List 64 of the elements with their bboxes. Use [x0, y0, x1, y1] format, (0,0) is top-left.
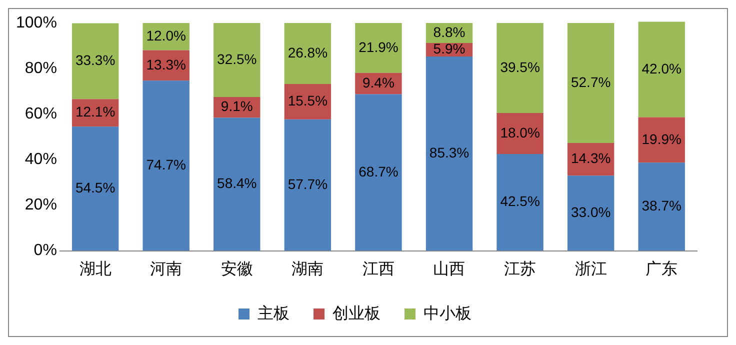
data-label: 33.3% [75, 52, 116, 68]
bar [638, 22, 685, 118]
data-label: 58.4% [217, 175, 257, 192]
bar [214, 22, 260, 98]
data-label: 39.5% [500, 58, 540, 75]
data-label: 42.0% [642, 60, 682, 76]
x-tick-label: 湖北 [79, 260, 112, 278]
data-label: 85.3% [429, 144, 470, 160]
bar [72, 126, 119, 251]
bar [496, 154, 544, 251]
y-tick-label: 40% [24, 151, 57, 168]
bar [355, 94, 402, 251]
legend-label: 中小板 [424, 304, 472, 322]
legend-label: 创业板 [332, 304, 380, 322]
data-label: 5.9% [433, 40, 466, 57]
legend-label: 主板 [258, 304, 290, 322]
bar [426, 56, 473, 251]
data-label: 12.1% [75, 104, 116, 120]
x-tick-label: 山西 [433, 260, 466, 278]
bar [72, 23, 119, 100]
x-tick-label: 浙江 [574, 260, 607, 278]
data-label: 74.7% [146, 156, 186, 173]
y-tick-label: 0% [34, 242, 57, 260]
data-label: 52.7% [570, 74, 611, 90]
data-label: 26.8% [288, 44, 328, 60]
data-label: 68.7% [358, 163, 398, 180]
data-label: 18.0% [500, 124, 540, 140]
bar [284, 84, 332, 120]
data-label: 9.4% [362, 74, 394, 90]
data-label: 42.5% [500, 193, 540, 210]
bar [567, 22, 614, 144]
data-label: 8.8% [433, 24, 466, 40]
bar [567, 176, 614, 251]
data-label: 21.9% [358, 38, 398, 55]
y-tick-label: 20% [24, 196, 57, 214]
data-label: 38.7% [642, 198, 682, 214]
y-tick-label: 100% [16, 14, 57, 32]
bar [496, 112, 544, 154]
x-tick-label: 江西 [362, 260, 394, 278]
bar [284, 119, 332, 251]
x-tick-label: 江苏 [504, 260, 536, 278]
data-label: 13.3% [146, 56, 186, 72]
data-label: 57.7% [288, 176, 328, 192]
data-label: 54.5% [75, 180, 116, 196]
bar [142, 80, 190, 251]
bar [496, 22, 544, 113]
x-tick-label: 安徽 [220, 260, 253, 278]
data-label: 32.5% [217, 50, 257, 67]
data-label: 14.3% [570, 150, 611, 166]
data-label: 12.0% [146, 27, 186, 44]
bar [355, 22, 402, 73]
data-label: 15.5% [288, 92, 328, 109]
bar [638, 162, 685, 251]
bar [284, 22, 332, 84]
bar [638, 117, 685, 163]
bar [214, 118, 260, 251]
data-label: 33.0% [570, 204, 611, 220]
y-tick-label: 60% [24, 106, 57, 123]
data-label: 19.9% [642, 130, 682, 147]
data-label: 9.1% [220, 98, 253, 114]
x-tick-label: 湖南 [292, 260, 324, 278]
y-tick-label: 80% [24, 60, 57, 77]
x-tick-label: 广东 [646, 260, 678, 278]
x-tick-label: 河南 [150, 260, 182, 278]
